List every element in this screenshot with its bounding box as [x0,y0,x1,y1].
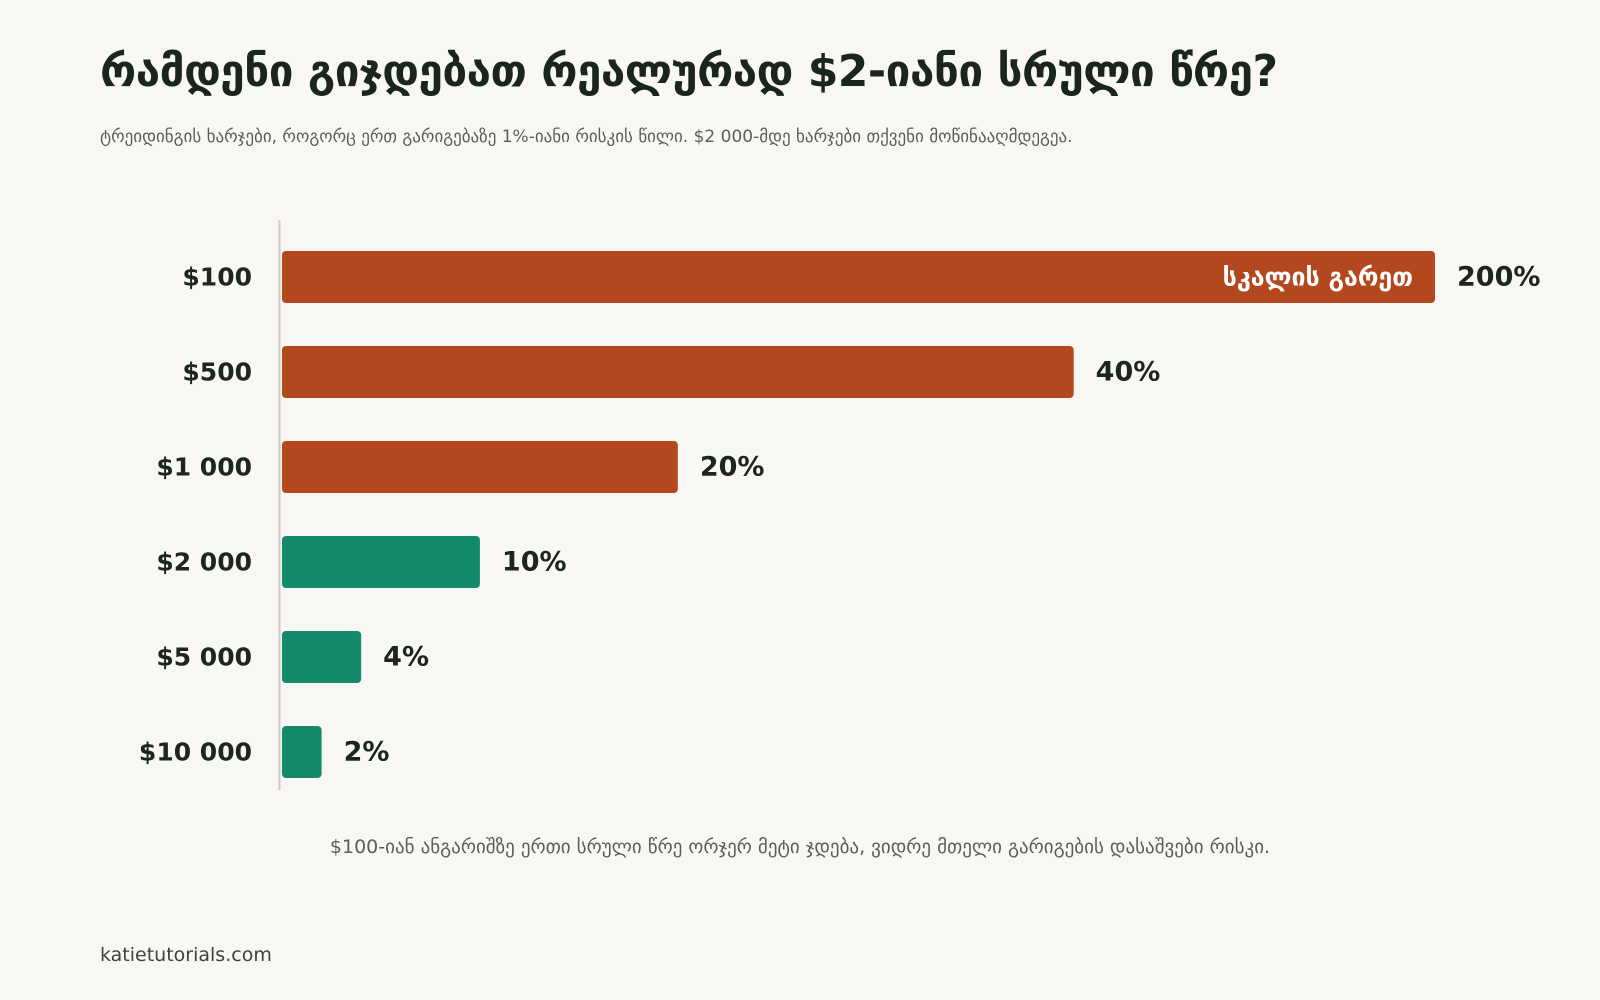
category-label: $5 000 [156,643,252,672]
chart-footnote: $100-იან ანგარიშზე ერთი სრული წრე ორჯერ … [329,836,1271,858]
category-label: $2 000 [156,548,252,577]
chart-title: რამდენი გიჯდებათ რეალურად $2-იანი სრული … [100,46,1278,97]
category-label: $1 000 [156,453,252,482]
value-label: 10% [502,547,567,578]
bar-1 [282,346,1074,398]
bar-4 [282,631,362,683]
value-label: 2% [344,737,390,768]
source-credit: katietutorials.com [100,944,272,966]
bar-2 [282,441,678,493]
bars-group: $100 200% სკალის გარეთ $500 40% $1 000 20% $2 0… [139,251,1540,778]
value-label: 40% [1096,357,1161,388]
value-label: 200% [1457,262,1540,293]
value-label: 4% [383,642,429,673]
bar-0 [282,251,1435,303]
chart-subtitle: ტრეიდინგის ხარჯები, როგორც ერთ გარიგებაზ… [100,127,1073,147]
off-scale-label: სკალის გარეთ [1223,263,1413,292]
category-label: $10 000 [139,738,252,767]
value-label: 20% [700,452,765,483]
category-label: $500 [182,358,252,387]
bar-3 [282,536,480,588]
bar-5 [282,726,322,778]
category-label: $100 [182,263,252,292]
